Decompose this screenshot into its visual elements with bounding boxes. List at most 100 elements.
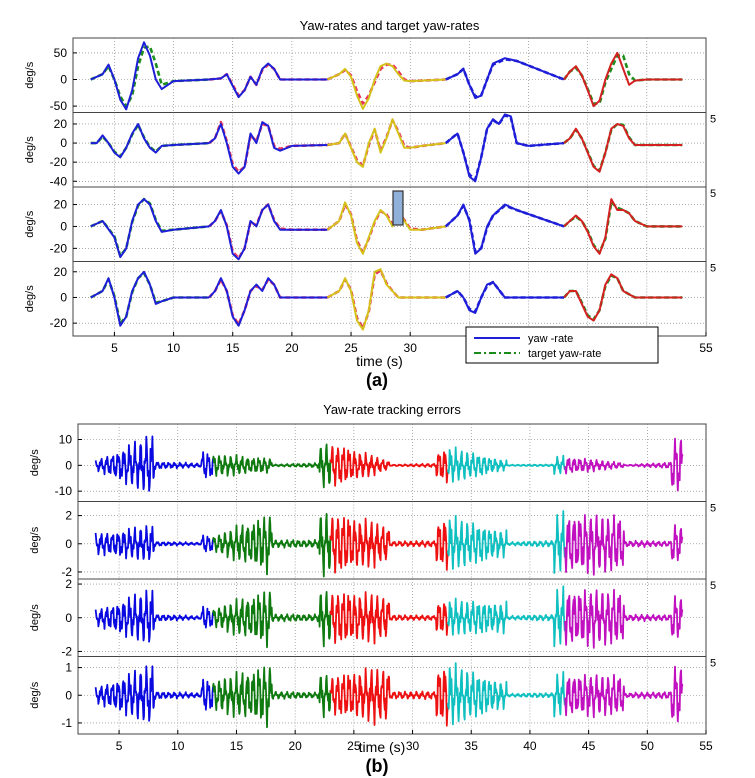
highlight-marker <box>392 190 404 226</box>
yaw-rate-line <box>90 198 210 259</box>
tracking-error-line <box>564 665 684 723</box>
yaw-rate-line <box>563 198 683 255</box>
tracking-error-line <box>564 588 684 649</box>
x-tick-label: 20 <box>288 739 302 753</box>
y-axis-label: deg/s <box>29 526 41 553</box>
x-tick-label: 55 <box>699 341 713 355</box>
y-tick-label: 2 <box>65 577 72 591</box>
y-axis-label: deg/s <box>29 604 41 631</box>
y-tick-label: -20 <box>50 316 68 330</box>
x-tick-label: 50 <box>641 739 655 753</box>
tracking-error-line <box>94 525 214 561</box>
tracking-error-line <box>94 665 214 722</box>
panel-4: -1 0 1 deg/s 5 <box>29 656 716 735</box>
x-tick-label: 20 <box>285 341 299 355</box>
y-tick-label: 1 <box>65 661 72 675</box>
panel-1: -10 0 10 deg/s <box>29 423 707 502</box>
x-tick-label: 35 <box>465 739 479 753</box>
right-edge-label: 5 <box>710 580 716 592</box>
yaw-rate-line <box>445 113 565 183</box>
panel-1: -50 0 50 deg/s <box>24 37 707 113</box>
y-tick-label: 20 <box>54 265 68 279</box>
x-axis-label: time (s) <box>359 739 406 755</box>
chart-title: Yaw-rate tracking errors <box>323 402 461 417</box>
tracking-error-line <box>329 445 449 487</box>
y-tick-label: -20 <box>50 155 68 169</box>
panel-3: -2 0 2 deg/s 5 <box>29 577 716 658</box>
x-tick-label: 30 <box>404 341 418 355</box>
tracking-error-line <box>212 591 332 649</box>
x-tick-label: 55 <box>699 739 713 753</box>
right-edge-label: 5 <box>710 658 716 670</box>
x-tick-label: 15 <box>230 739 244 753</box>
panel-frame <box>72 112 707 188</box>
chart-title: Yaw-rates and target yaw-rates <box>300 18 480 33</box>
y-tick-label: 0 <box>60 73 67 87</box>
tracking-error-line <box>329 517 449 574</box>
y-tick-label: 0 <box>60 219 67 233</box>
y-tick-label: 0 <box>60 290 67 304</box>
yaw-rate-line <box>326 201 446 255</box>
y-tick-label: 20 <box>54 117 68 131</box>
yaw-rate-line <box>445 203 565 255</box>
y-axis-label: deg/s <box>24 210 36 237</box>
yaw-rate-line <box>445 57 565 100</box>
y-tick-label: 0 <box>65 688 72 702</box>
y-tick-label: 0 <box>65 458 72 472</box>
tracking-error-line <box>329 667 449 727</box>
y-tick-label: 0 <box>65 611 72 625</box>
x-tick-label: 10 <box>171 739 185 753</box>
yaw-rate-line <box>209 62 328 99</box>
tracking-error-line <box>94 435 214 492</box>
chart-a-yaw-rates: Yaw-rates and target yaw-rates-50050deg/… <box>24 18 716 369</box>
x-axis-label: time (s) <box>356 353 403 369</box>
panel-frame <box>72 37 707 113</box>
yaw-rate-line <box>326 62 446 110</box>
y-tick-label: -10 <box>55 484 73 498</box>
yaw-rate-line <box>90 41 210 111</box>
right-edge-label: 5 <box>710 114 716 126</box>
x-tick-label: 10 <box>167 341 181 355</box>
panel-frame <box>77 423 707 502</box>
right-edge-label: 5 <box>710 188 716 200</box>
y-tick-label: 0 <box>60 136 67 150</box>
yaw-rate-line <box>208 277 328 327</box>
yaw-rate-line <box>445 281 564 314</box>
tracking-error-line <box>212 443 332 489</box>
x-tick-label: 5 <box>116 739 123 753</box>
tracking-error-line <box>446 446 566 483</box>
figure-label-b: (b) <box>366 756 389 776</box>
tracking-error-line <box>329 591 449 645</box>
y-tick-label: 50 <box>54 46 68 60</box>
y-axis-label: deg/s <box>24 61 36 88</box>
y-tick-label: 0 <box>65 537 72 551</box>
tracking-error-line <box>564 437 684 492</box>
x-tick-label: 5 <box>111 341 118 355</box>
figure-label-a: (a) <box>366 370 388 390</box>
x-tick-label: 25 <box>344 341 358 355</box>
legend-label: target yaw-rate <box>528 348 601 360</box>
yaw-rate-line <box>90 123 210 159</box>
tracking-error-line <box>212 513 332 578</box>
tracking-error-line <box>564 514 684 576</box>
right-edge-label: 5 <box>710 503 716 515</box>
tracking-error-line <box>212 666 332 729</box>
panel-2: -40 -20 0 20 deg/s 5 <box>24 112 716 188</box>
tracking-error-line <box>446 662 566 726</box>
legend-box <box>465 326 659 364</box>
panel-3: -20 0 20 deg/s 5 <box>24 186 716 262</box>
yaw-rate-line <box>563 51 683 108</box>
y-axis-label: deg/s <box>24 136 36 163</box>
tracking-error-line <box>94 589 214 643</box>
y-tick-label: -50 <box>50 99 68 113</box>
yaw-rate-line <box>208 203 328 261</box>
y-axis-label: deg/s <box>29 681 41 708</box>
x-tick-label: 15 <box>226 341 240 355</box>
right-edge-label: 5 <box>710 263 716 275</box>
tracking-error-line <box>446 510 566 574</box>
yaw-rate-line <box>90 270 210 327</box>
y-tick-label: 10 <box>59 433 73 447</box>
panel-2: -2 0 2 deg/s 5 <box>29 501 716 580</box>
y-tick-label: 20 <box>54 198 68 212</box>
